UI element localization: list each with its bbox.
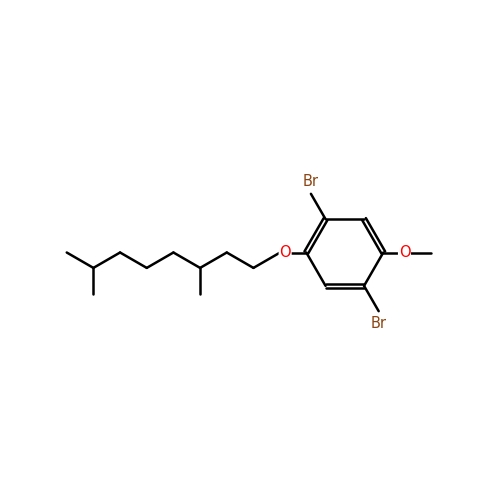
Text: O: O xyxy=(280,245,291,260)
Text: O: O xyxy=(398,245,410,260)
Text: Br: Br xyxy=(370,316,386,331)
Text: Br: Br xyxy=(303,174,319,189)
